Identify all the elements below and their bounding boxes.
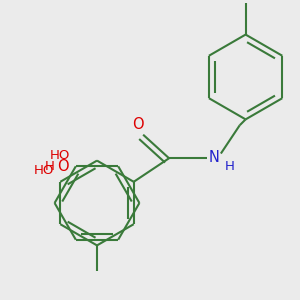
Text: N: N <box>209 150 220 165</box>
Text: H: H <box>224 160 234 173</box>
Text: HO: HO <box>34 164 54 177</box>
Text: HO: HO <box>50 148 70 162</box>
Text: O: O <box>57 159 69 174</box>
Text: O: O <box>133 117 144 132</box>
Text: H: H <box>45 160 55 173</box>
